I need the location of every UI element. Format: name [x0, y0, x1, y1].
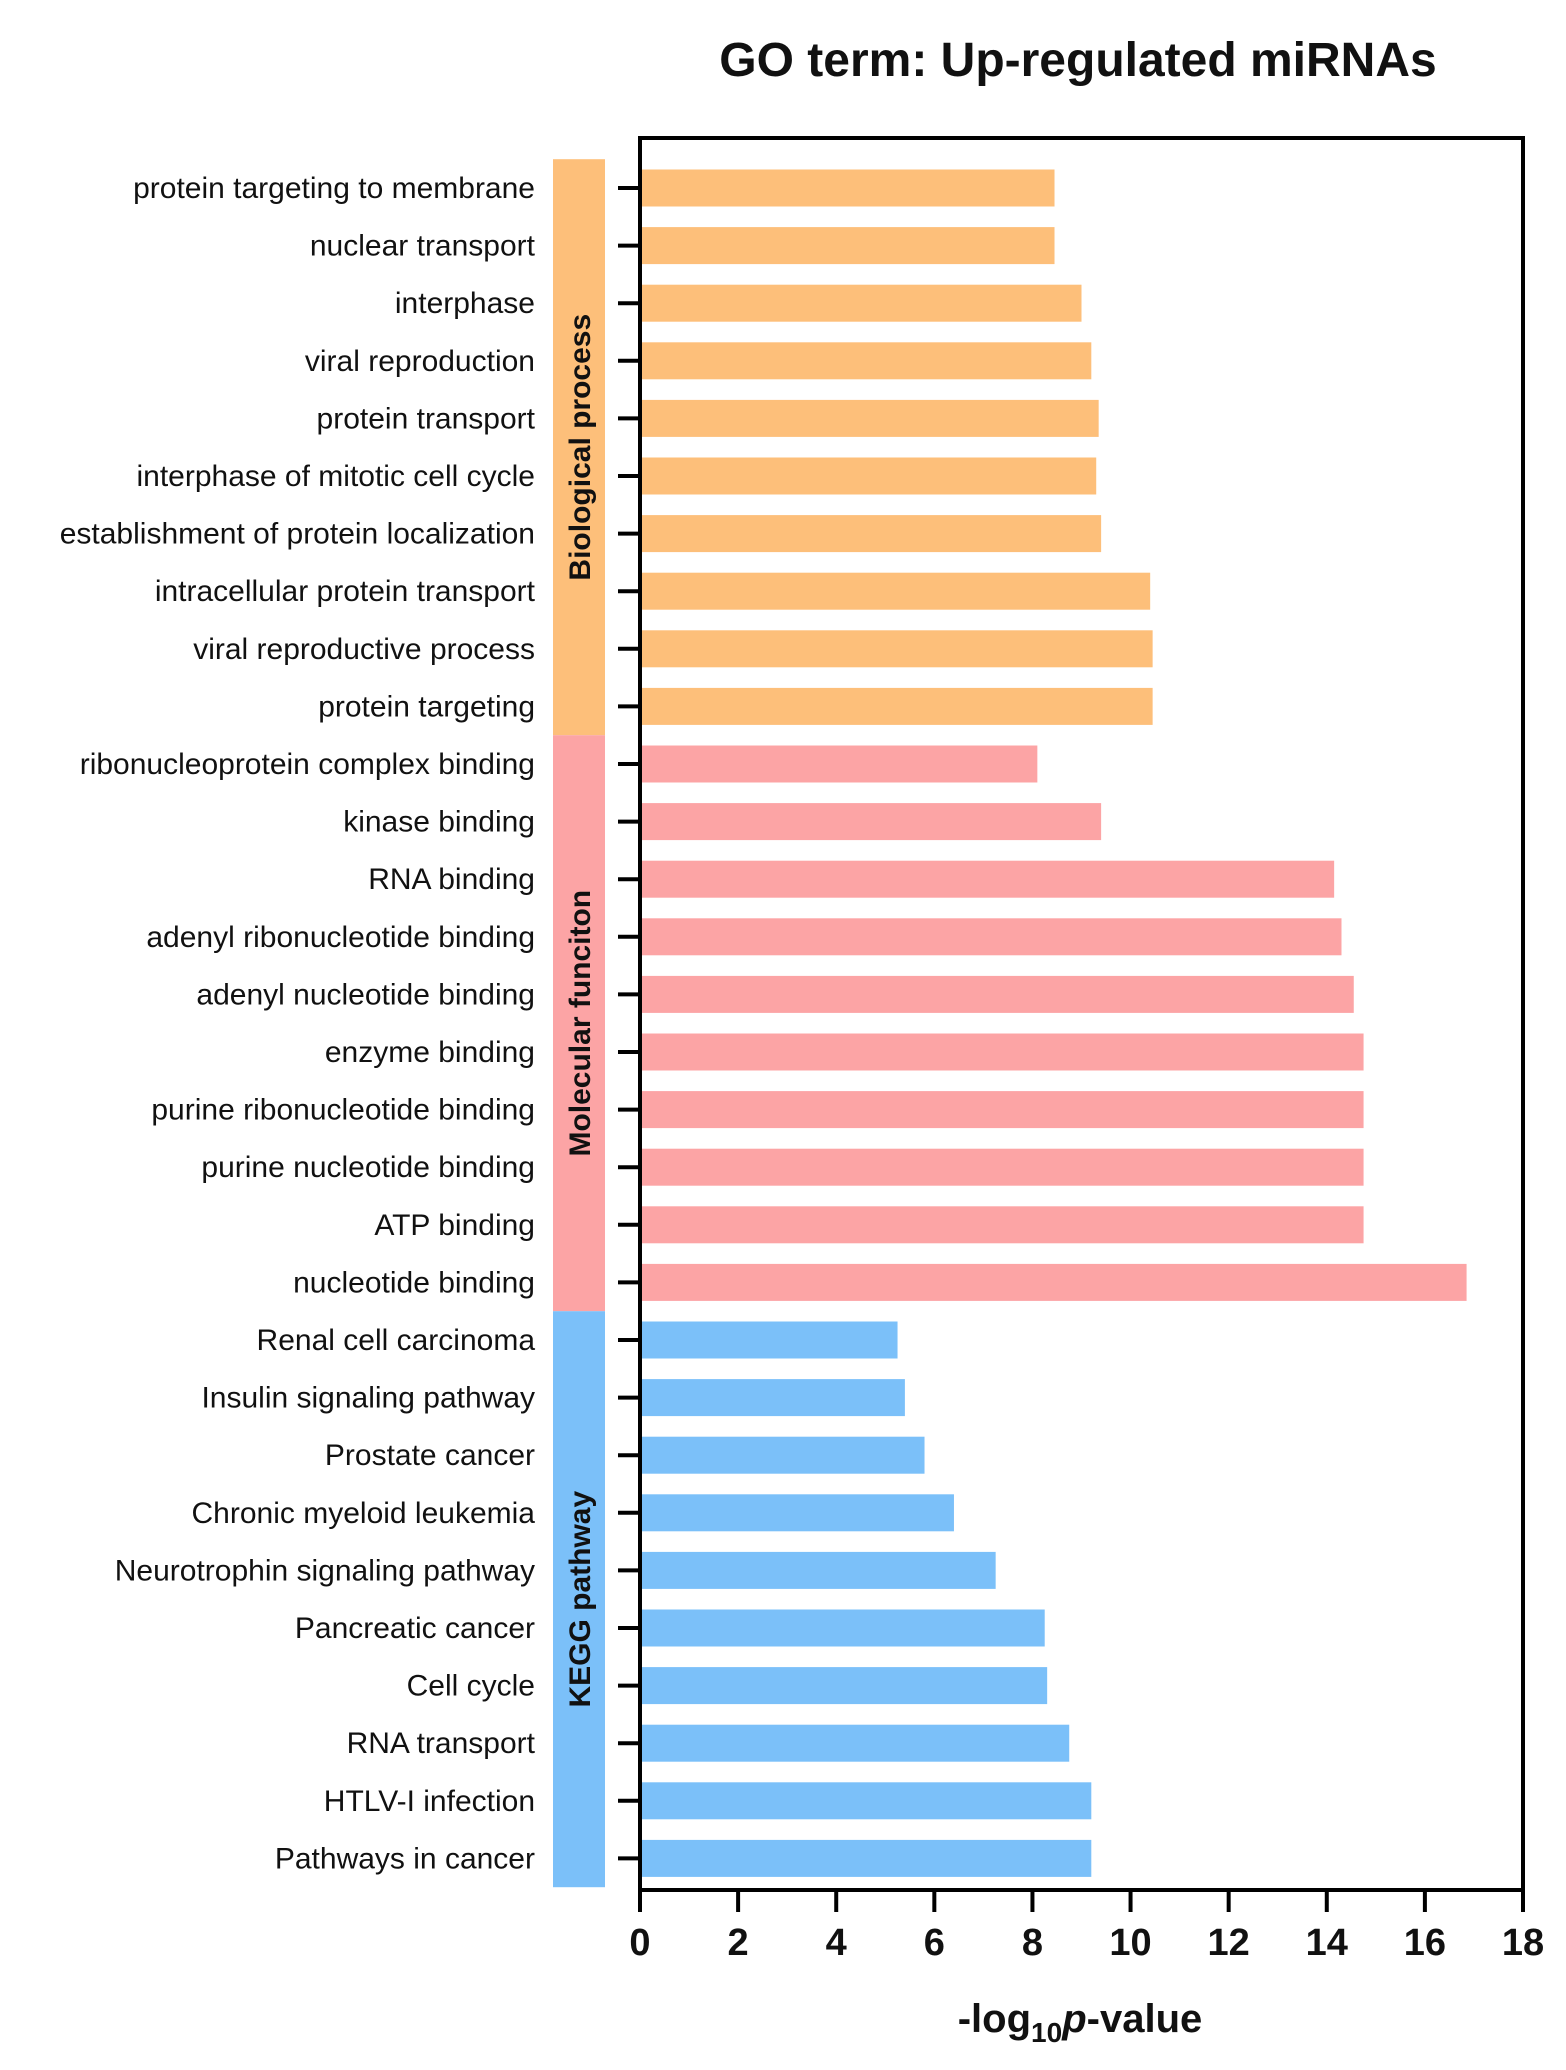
x-tick-label: 0	[629, 1922, 650, 1964]
x-tick-label: 10	[1109, 1922, 1151, 1964]
x-axis-label-italic: p	[1061, 1997, 1086, 2041]
category-label: intracellular protein transport	[155, 575, 536, 608]
x-axis-label-subscript: 10	[1031, 2017, 1062, 2048]
x-axis-label: -log10p-value	[958, 1997, 1203, 2048]
category-label: Renal cell carcinoma	[257, 1324, 536, 1357]
x-tick-label: 4	[826, 1922, 847, 1964]
bar	[640, 572, 1151, 610]
chart-title: GO term: Up-regulated miRNAs	[719, 34, 1436, 87]
bar	[640, 1091, 1364, 1129]
x-tick-label: 2	[728, 1922, 749, 1964]
bar	[640, 1609, 1045, 1647]
category-label: Chronic myeloid leukemia	[192, 1497, 536, 1530]
x-axis: 0 2 4 6 8 10 12 14 16 18	[629, 1890, 1544, 1964]
x-tick-label: 16	[1404, 1922, 1446, 1964]
group-band	[553, 1311, 605, 1888]
category-label: Neurotrophin signaling pathway	[115, 1554, 535, 1587]
group-band	[553, 159, 605, 736]
bar	[640, 1667, 1048, 1705]
category-label: RNA transport	[347, 1727, 536, 1760]
category-label: ATP binding	[374, 1209, 535, 1242]
bar	[640, 1551, 996, 1589]
group-label: KEGG pathway	[564, 1491, 597, 1708]
x-tick-label: 12	[1208, 1922, 1250, 1964]
category-label: interphase	[395, 287, 535, 320]
x-tick-label: 6	[924, 1922, 945, 1964]
category-label: protein transport	[317, 402, 536, 435]
group-label: Biological process	[564, 314, 597, 581]
x-axis-label-suffix: -value	[1087, 1997, 1203, 2041]
bar	[640, 1379, 905, 1417]
y-axis: protein targeting to membrane nuclear tra…	[60, 172, 640, 1875]
category-label: Cell cycle	[407, 1670, 535, 1703]
bar	[640, 342, 1092, 380]
category-label: protein targeting	[318, 690, 535, 723]
category-label: kinase binding	[343, 806, 535, 839]
bar	[640, 1782, 1092, 1820]
category-label: establishment of protein localization	[60, 518, 535, 551]
plot-frame	[638, 136, 1525, 1892]
bar	[640, 457, 1097, 495]
category-label: viral reproduction	[305, 345, 535, 378]
bar	[640, 169, 1055, 207]
bar	[640, 1724, 1070, 1762]
bar	[640, 227, 1055, 265]
bar	[640, 860, 1335, 898]
bar	[640, 918, 1342, 956]
bar	[640, 1263, 1467, 1301]
bar	[640, 1839, 1092, 1877]
category-label: Pathways in cancer	[275, 1842, 535, 1875]
category-label: protein targeting to membrane	[133, 172, 535, 205]
bar	[640, 1148, 1364, 1186]
category-label: Insulin signaling pathway	[201, 1382, 535, 1415]
bar	[640, 1033, 1364, 1071]
bar	[640, 399, 1099, 437]
category-label: purine nucleotide binding	[201, 1151, 535, 1184]
category-label: interphase of mitotic cell cycle	[137, 460, 536, 493]
category-label: HTLV-I infection	[324, 1785, 535, 1818]
bar	[640, 630, 1153, 668]
category-label: nuclear transport	[310, 230, 536, 263]
bar	[640, 515, 1102, 553]
bar	[640, 1321, 898, 1359]
bar	[640, 687, 1153, 725]
category-label: Prostate cancer	[325, 1439, 535, 1472]
category-label: viral reproductive process	[193, 633, 535, 666]
category-label: adenyl ribonucleotide binding	[146, 921, 535, 954]
category-label: RNA binding	[368, 863, 535, 896]
bar	[640, 1206, 1364, 1244]
x-tick-label: 18	[1502, 1922, 1544, 1964]
bar	[640, 745, 1038, 783]
group-label: Molecular funciton	[564, 890, 597, 1157]
bars	[640, 169, 1467, 1877]
x-axis-label-prefix: -log	[958, 1997, 1031, 2041]
bar	[640, 1494, 954, 1532]
x-tick-label: 8	[1022, 1922, 1043, 1964]
category-label: purine ribonucleotide binding	[151, 1094, 535, 1127]
category-label: nucleotide binding	[293, 1266, 535, 1299]
category-label: adenyl nucleotide binding	[196, 978, 535, 1011]
category-label: ribonucleoprotein complex binding	[80, 748, 535, 781]
bar	[640, 284, 1082, 322]
bar	[640, 975, 1354, 1013]
x-tick-label: 14	[1306, 1922, 1348, 1964]
group-bands: Biological process Molecular funciton KEGG…	[553, 159, 605, 1888]
category-label: enzyme binding	[325, 1036, 535, 1069]
group-band	[553, 735, 605, 1312]
bar	[640, 1436, 925, 1474]
category-label: Pancreatic cancer	[295, 1612, 535, 1645]
bar	[640, 803, 1102, 841]
